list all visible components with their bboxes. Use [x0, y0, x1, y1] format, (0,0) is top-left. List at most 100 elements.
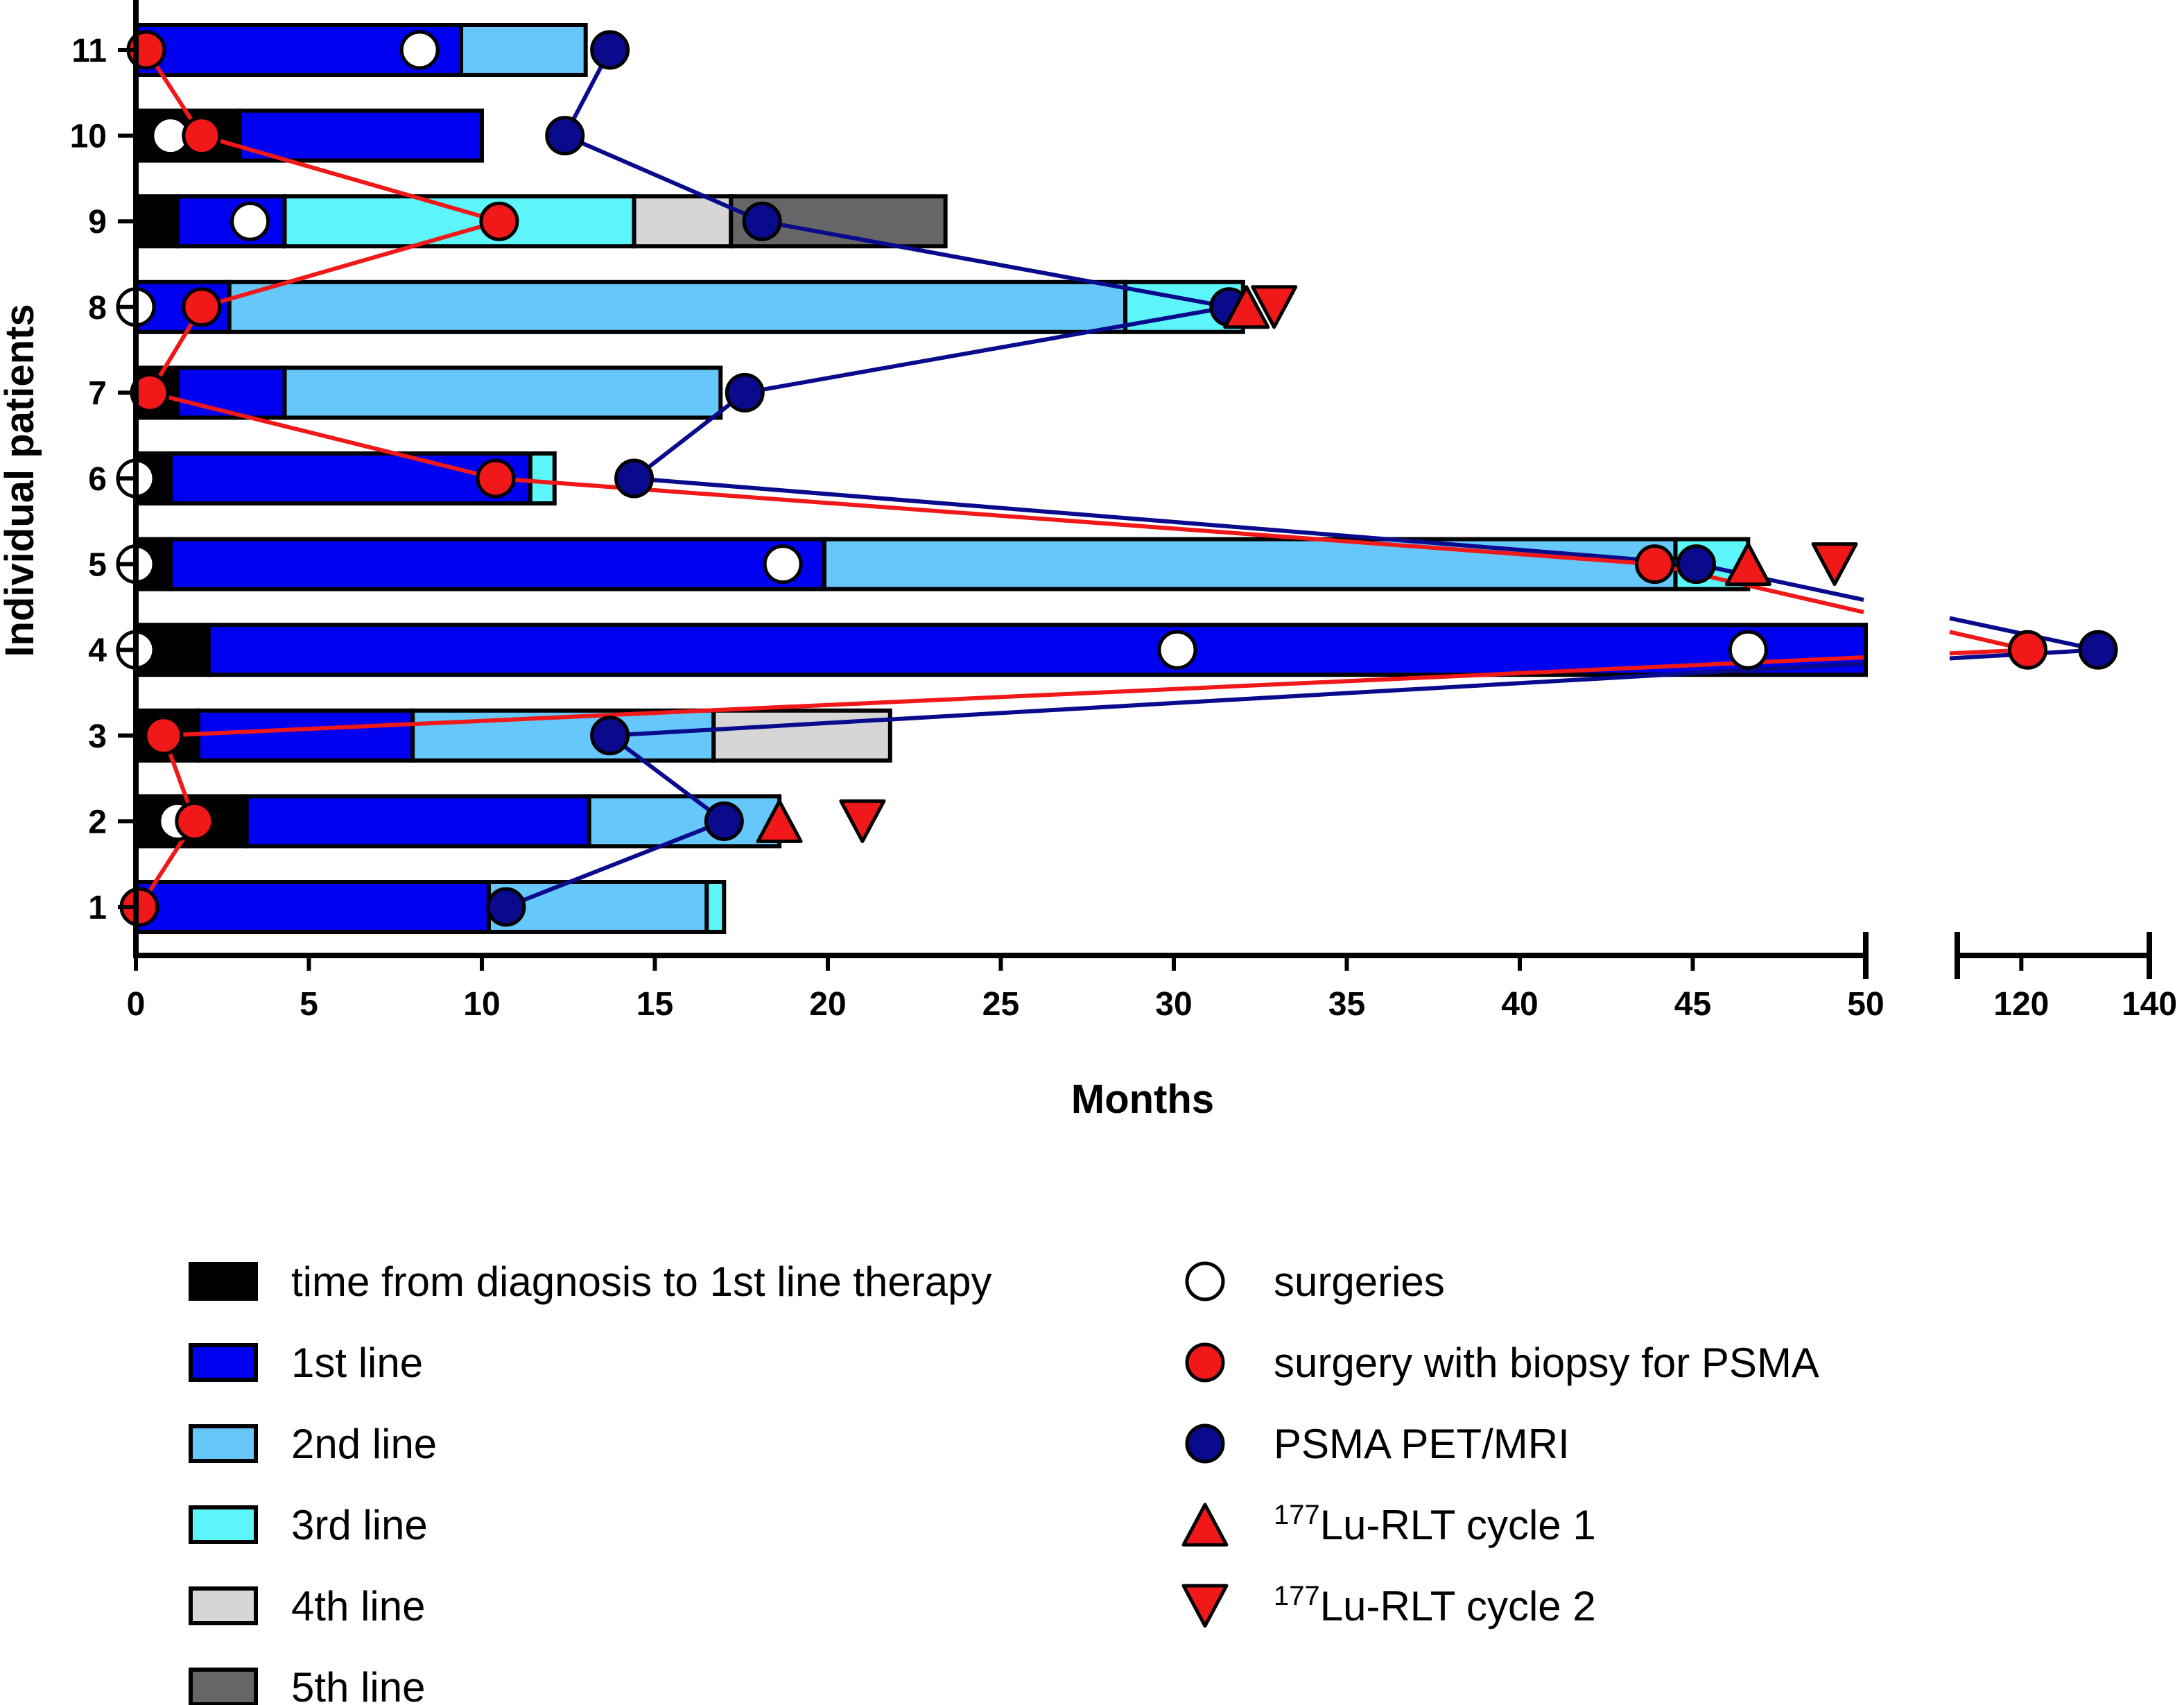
x-tick-label-0: 0 [127, 986, 146, 1023]
pet-marker-5-0 [1676, 544, 1716, 585]
legend-label-l3: 3rd line [291, 1502, 428, 1548]
bar-patient-11-l2 [459, 23, 588, 77]
lu-cycle1-marker-5-0 [1724, 542, 1771, 587]
bar-patient-4-l1 [206, 623, 1868, 677]
pet-line-2-3 [608, 734, 726, 823]
lu-cycle2-marker-5-0 [1811, 542, 1858, 587]
x-tick-label-140: 140 [2122, 986, 2177, 1023]
markers-layer [116, 30, 2118, 1628]
bars-layer [134, 23, 1868, 934]
legend-marker-lu1 [1181, 1503, 1229, 1547]
x-tick-label-40: 40 [1501, 986, 1538, 1023]
y-axis-title: Individual patients [0, 304, 42, 657]
legend-label-diag: time from diagnosis to 1st line therapy [291, 1258, 991, 1305]
biopsy-marker-10-0 [182, 116, 222, 156]
surgery-marker-4-1 [1157, 630, 1197, 670]
bar-patient-9-l3 [282, 194, 636, 249]
legend-label-l5: 5th line [291, 1664, 425, 1705]
pet-marker-7-0 [725, 372, 765, 413]
x-tick-label-5: 5 [300, 986, 318, 1023]
y-tick-label-7: 7 [88, 375, 107, 412]
pet-line-3-4-left [609, 661, 1864, 738]
legend-label-surgery: surgeries [1274, 1258, 1445, 1305]
x-tick-label-25: 25 [982, 986, 1019, 1023]
bar-patient-7-l1 [175, 365, 287, 420]
legend-label-lu2: 177Lu-RLT cycle 2 [1274, 1581, 1596, 1629]
biopsy-line-3-4-left [163, 655, 1864, 738]
biopsy-marker-5-0 [1635, 544, 1675, 585]
biopsy-marker-4-0 [2008, 630, 2048, 670]
bar-patient-9-l4 [632, 194, 734, 249]
legend-marker-lu2 [1181, 1584, 1229, 1628]
x-tick-label-120: 120 [1993, 986, 2049, 1023]
biopsy-line-6-7 [149, 390, 496, 481]
x-tick-label-45: 45 [1674, 986, 1711, 1023]
biopsy-line-8-9 [200, 219, 500, 309]
pet-marker-3-0 [590, 716, 630, 756]
biopsy-marker-3-0 [144, 716, 184, 756]
y-tick-label-10: 10 [70, 119, 107, 155]
bar-patient-3-l4 [711, 708, 892, 763]
pet-line-7-8 [744, 304, 1230, 395]
lu-cycle1-marker-2-0 [756, 799, 803, 843]
biopsy-line-5-6 [495, 476, 1655, 566]
lu-cycle1-marker-8-0 [1223, 285, 1270, 329]
pet-marker-1-0 [486, 887, 526, 927]
bar-patient-6-l3 [528, 451, 557, 505]
bar-patient-10-l1 [237, 108, 484, 163]
biopsy-marker-2-0 [175, 801, 215, 841]
legend-label-lu1: 177Lu-RLT cycle 1 [1274, 1500, 1596, 1548]
legend-label-l2: 2nd line [291, 1421, 437, 1467]
legend-swatch-l1 [189, 1343, 258, 1382]
bar-patient-5-l2 [822, 537, 1678, 591]
biopsy-line-9-10 [200, 133, 500, 224]
pet-marker-4-0 [2078, 630, 2118, 670]
y-tick-label-8: 8 [88, 290, 107, 327]
bar-patient-1-l3 [704, 880, 727, 934]
surgery-marker-4-2 [1728, 630, 1768, 670]
x-tick-label-20: 20 [809, 986, 846, 1023]
x-tick-label-30: 30 [1155, 986, 1192, 1023]
y-tick-label-4: 4 [88, 632, 107, 669]
biopsy-marker-6-0 [476, 458, 516, 499]
legend-swatch-l3 [189, 1505, 258, 1544]
legend-label-biopsy: surgery with biopsy for PSMA [1274, 1340, 1819, 1386]
y-tick-label-6: 6 [88, 461, 107, 498]
pet-line-6-7 [632, 391, 747, 481]
bar-patient-7-l2 [282, 365, 723, 420]
pet-marker-9-0 [742, 201, 782, 241]
y-tick-label-1: 1 [88, 890, 107, 926]
x-tick-label-35: 35 [1328, 986, 1365, 1023]
bar-patient-8-l2 [227, 279, 1128, 334]
bar-patient-2-l1 [244, 794, 591, 849]
pet-marker-10-0 [545, 116, 585, 156]
pet-line-9-10 [564, 133, 763, 223]
bar-patient-3-l2 [410, 708, 716, 763]
surgery-marker-9-0 [230, 201, 270, 241]
legend: time from diagnosis to 1st line therapy 1… [189, 1258, 1819, 1705]
bar-patient-3-l1 [196, 708, 415, 763]
pet-marker-11-0 [590, 30, 630, 70]
x-tick-label-10: 10 [463, 986, 500, 1023]
bar-patient-5-l1 [168, 537, 827, 591]
pet-line-4-5-left [1695, 562, 1864, 603]
legend-label-pet: PSMA PET/MRI [1274, 1421, 1570, 1467]
pet-line-1-2 [505, 819, 725, 909]
surgery-marker-5-1 [763, 544, 803, 585]
legend-label-l1: 1st line [291, 1340, 423, 1386]
lu-cycle2-marker-8-0 [1251, 285, 1298, 329]
biopsy-marker-8-0 [182, 287, 222, 327]
bar-patient-2-l2 [587, 794, 782, 849]
legend-swatch-l5 [189, 1668, 258, 1705]
bar-patient-1-l1 [134, 880, 491, 934]
legend-marker-pet [1185, 1423, 1225, 1464]
legend-swatch-diag [189, 1262, 258, 1301]
x-tick-label-15: 15 [636, 986, 673, 1023]
y-tick-label-3: 3 [88, 718, 107, 755]
surgery-marker-11-0 [399, 30, 440, 70]
legend-swatch-l2 [189, 1424, 258, 1463]
y-tick-label-2: 2 [88, 804, 107, 840]
legend-marker-surgery [1185, 1261, 1225, 1301]
